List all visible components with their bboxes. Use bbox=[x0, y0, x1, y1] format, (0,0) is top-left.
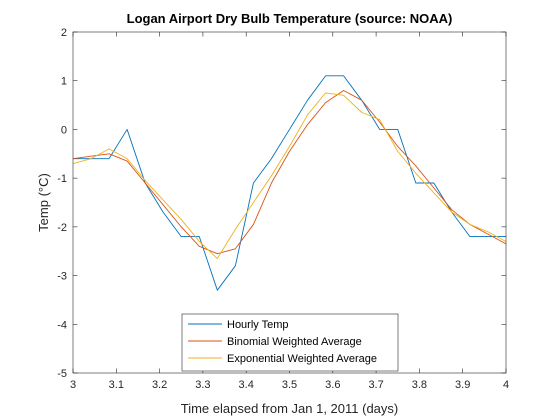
series-line-exponential-weighted-average bbox=[73, 92, 506, 259]
x-tick-label: 3.6 bbox=[325, 379, 340, 391]
y-tick-label: -4 bbox=[57, 319, 67, 331]
y-tick-label: -5 bbox=[57, 368, 67, 380]
legend-box bbox=[181, 313, 399, 372]
x-tick-label: 3.8 bbox=[412, 379, 427, 391]
legend-label: Hourly Temp bbox=[227, 319, 289, 331]
series-line-hourly-temp bbox=[73, 75, 506, 291]
x-tick-label: 3.4 bbox=[239, 379, 254, 391]
x-tick-label: 3.9 bbox=[455, 379, 470, 391]
x-tick-label: 3.3 bbox=[195, 379, 210, 391]
series-line-binomial-weighted-average bbox=[73, 90, 506, 255]
legend: Hourly Temp Binomial Weighted Average Expo… bbox=[181, 313, 399, 372]
x-tick-label: 4 bbox=[503, 379, 509, 391]
y-tick-label: -2 bbox=[57, 222, 67, 234]
y-tick-label: -1 bbox=[57, 173, 67, 185]
x-tick-label: 3.1 bbox=[109, 379, 124, 391]
legend-label: Binomial Weighted Average bbox=[227, 336, 362, 348]
y-axis-label: Temp (°C) bbox=[36, 173, 51, 232]
x-tick-label: 3.5 bbox=[282, 379, 297, 391]
legend-label: Exponential Weighted Average bbox=[227, 353, 377, 365]
y-tick-label: 2 bbox=[61, 27, 67, 39]
axes-layer: 3 3.1 3.2 3.3 3.4 3.5 3.6 3.7 3.8 3.9 4 -5 -4 -3 -2 -1 0… bbox=[57, 27, 509, 391]
series-layer bbox=[73, 75, 506, 291]
x-tick-label: 3.7 bbox=[368, 379, 383, 391]
x-tick-label: 3 bbox=[70, 379, 76, 391]
y-tick-label: 0 bbox=[61, 124, 67, 136]
x-tick-label: 3.2 bbox=[152, 379, 167, 391]
y-tick-label: -3 bbox=[57, 271, 67, 283]
x-axis-label: Time elapsed from Jan 1, 2011 (days) bbox=[181, 401, 399, 416]
chart-title: Logan Airport Dry Bulb Temperature (sour… bbox=[127, 11, 453, 26]
y-tick-label: 1 bbox=[61, 76, 67, 88]
